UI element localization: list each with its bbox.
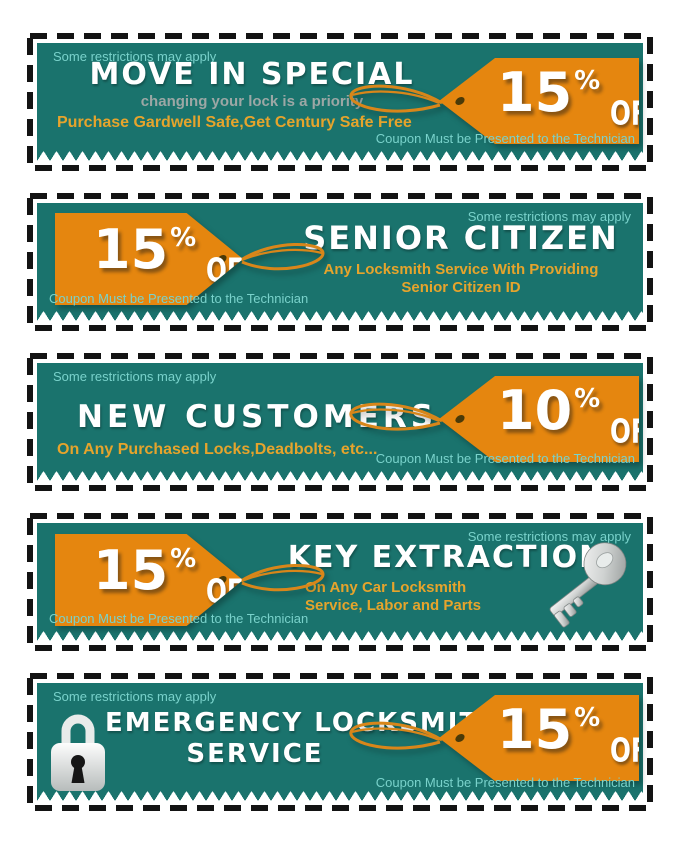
restrictions-note: Some restrictions may apply: [467, 529, 631, 544]
coupon-key-extraction: Some restrictions may apply KEY EXTRACTI…: [27, 513, 653, 651]
coupon-body: Some restrictions may apply NEW CUSTOMER…: [37, 363, 643, 481]
off-label: OFF: [610, 94, 665, 134]
tag-hole-icon: [453, 732, 467, 744]
zigzag-edge: [37, 141, 643, 161]
restrictions-note: Some restrictions may apply: [467, 209, 631, 224]
coupon-new-customers: Some restrictions may apply NEW CUSTOMER…: [27, 353, 653, 491]
coupon-dashed-border: [27, 673, 653, 811]
discount-tag: 15% OFF: [55, 534, 328, 626]
offer-text-line1: On Any Car Locksmith: [305, 579, 467, 596]
tag-string-icon: [240, 243, 325, 271]
coupon-move-in-special: Some restrictions may apply MOVE IN SPEC…: [27, 33, 653, 171]
footer-note: Coupon Must be Presented to the Technici…: [375, 775, 635, 790]
coupon-dashed-border: [27, 193, 653, 331]
discount-value: 15%: [93, 539, 197, 602]
coupon-dashed-border: [27, 33, 653, 171]
footer-note: Coupon Must be Presented to the Technici…: [49, 291, 309, 306]
zigzag-edge: [37, 781, 643, 801]
coupon-dashed-border: [27, 353, 653, 491]
zigzag-edge: [37, 461, 643, 481]
discount-tag-shape: 15% OFF: [439, 695, 639, 781]
tag-string-icon: [349, 84, 443, 113]
percent-sign: %: [574, 703, 601, 733]
coupon-subtitle: changing your lock is a priority: [140, 93, 364, 110]
discount-value: 15%: [497, 61, 601, 124]
restrictions-note: Some restrictions may apply: [53, 689, 217, 704]
coupon-title: MOVE IN SPECIAL: [89, 57, 415, 92]
zigzag-edge: [37, 301, 643, 321]
footer-note: Coupon Must be Presented to the Technici…: [375, 131, 635, 146]
tag-hole-icon: [453, 95, 467, 107]
tag-hole-icon: [453, 413, 467, 425]
offer-text-line1: Any Locksmith Service With Providing: [323, 261, 599, 278]
coupon-body: Some restrictions may apply EMERGENCY LO…: [37, 683, 643, 801]
discount-value: 15%: [93, 218, 197, 281]
discount-value: 10%: [497, 379, 601, 442]
off-label: OFF: [610, 731, 665, 771]
padlock-icon: [51, 714, 105, 791]
percent-sign: %: [574, 384, 601, 414]
percent-sign: %: [170, 223, 197, 253]
footer-note: Coupon Must be Presented to the Technici…: [375, 451, 635, 466]
coupon-title: KEY EXTRACTION: [287, 540, 607, 575]
off-label: OFF: [610, 412, 665, 452]
tag-string-icon: [349, 402, 443, 431]
restrictions-note: Some restrictions may apply: [53, 369, 217, 384]
offer-text: On Any Purchased Locks,Deadbolts, etc...: [57, 441, 378, 458]
footer-note: Coupon Must be Presented to the Technici…: [49, 611, 309, 626]
restrictions-note: Some restrictions may apply: [53, 49, 217, 64]
key-icon: [549, 542, 627, 628]
discount-tag: 15% OFF: [55, 213, 328, 305]
tag-string-icon: [349, 721, 443, 750]
coupon-body: Some restrictions may apply KEY EXTRACTI…: [37, 523, 643, 641]
offer-text-line2: Service, Labor and Parts: [305, 597, 481, 614]
percent-sign: %: [170, 544, 197, 574]
offer-text-line2: Senior Citizen ID: [401, 279, 521, 296]
tag-string-icon: [240, 564, 325, 592]
offer-text: Purchase Gardwell Safe,Get Century Safe …: [57, 114, 412, 131]
coupon-title: SENIOR CITIZEN: [303, 219, 619, 257]
zigzag-edge: [37, 621, 643, 641]
coupon-body: Some restrictions may apply MOVE IN SPEC…: [37, 43, 643, 161]
coupon-body: Some restrictions may apply SENIOR CITIZ…: [37, 203, 643, 321]
discount-tag: 15% OFF: [344, 695, 639, 781]
discount-tag-shape: 10% OFF: [439, 376, 639, 462]
discount-tag: 15% OFF: [344, 58, 639, 144]
coupon-emergency-locksmith: Some restrictions may apply EMERGENCY LO…: [27, 673, 653, 811]
discount-value: 15%: [497, 698, 601, 761]
coupon-title-line2: SERVICE: [186, 739, 324, 769]
percent-sign: %: [574, 66, 601, 96]
coupon-dashed-border: [27, 513, 653, 651]
coupon-senior-citizen: Some restrictions may apply SENIOR CITIZ…: [27, 193, 653, 331]
discount-tag: 10% OFF: [344, 376, 639, 462]
